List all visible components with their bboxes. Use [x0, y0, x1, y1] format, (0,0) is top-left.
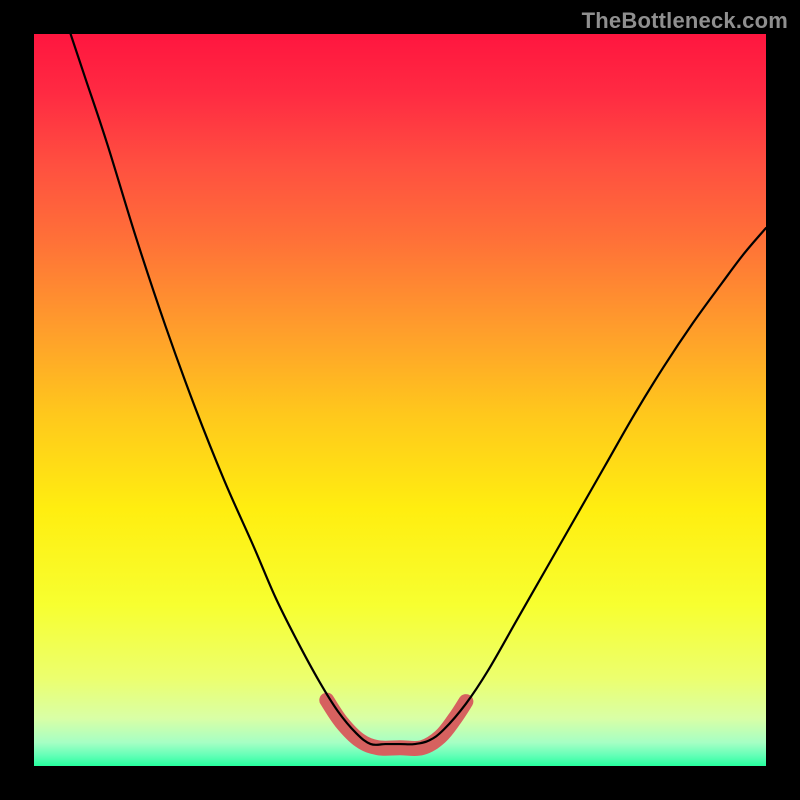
border-bottom	[0, 766, 800, 800]
border-left	[0, 34, 34, 800]
border-right	[766, 34, 800, 800]
watermark-text: TheBottleneck.com	[582, 8, 788, 34]
chart-container: { "watermark": { "text": "TheBottleneck.…	[0, 0, 800, 800]
chart-svg	[34, 34, 766, 766]
chart-plot	[34, 34, 766, 766]
